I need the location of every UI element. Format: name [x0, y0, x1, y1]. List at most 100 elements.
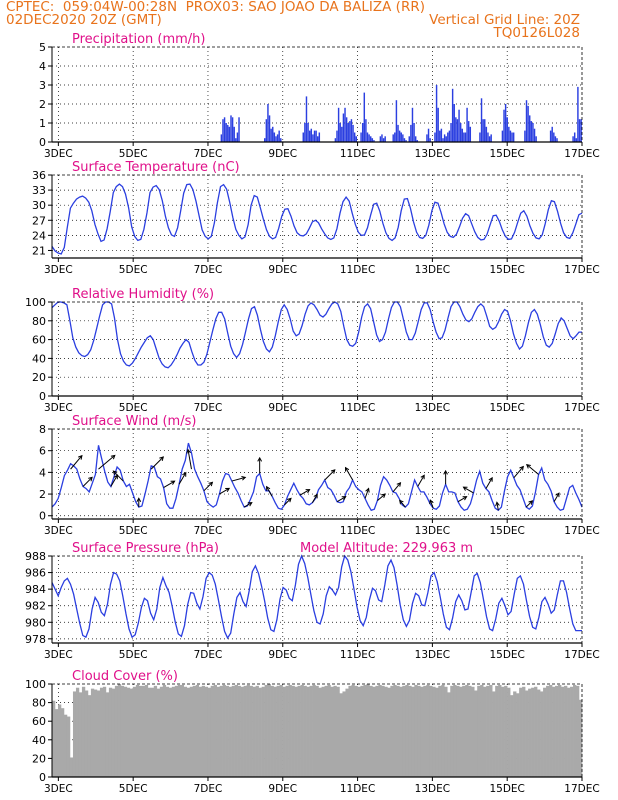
- precip-bar: [278, 130, 280, 142]
- cloud-bar: [147, 687, 152, 777]
- cloud-bar: [414, 684, 418, 777]
- cloud-bar: [111, 688, 116, 777]
- cloud-bar: [480, 684, 484, 777]
- x-tick-label: 3DEC: [44, 783, 73, 795]
- precip-bar: [578, 119, 581, 142]
- cloud-bar: [69, 757, 74, 777]
- panel-title: Precipitation (mm/h): [72, 32, 205, 47]
- cloud-bar: [189, 686, 194, 777]
- precip-bar: [469, 126, 472, 142]
- cloud-bar: [579, 699, 583, 777]
- cloud-bar: [498, 684, 502, 777]
- panel-2: 0 20 40 60 80 100 3DEC 5DEC 7DEC 9DEC 11DEC 13DEC 15…: [25, 287, 600, 414]
- cloud-bar: [303, 685, 307, 777]
- y-tick-label: 978: [25, 633, 46, 646]
- wind-arrow: [231, 476, 246, 482]
- precip-bar: [487, 132, 489, 142]
- cloud-bar: [477, 685, 481, 777]
- x-tick-label: 5DEC: [119, 649, 148, 661]
- cloud-bar: [132, 686, 137, 777]
- precip-bar: [395, 100, 398, 142]
- x-tick-label: 17DEC: [564, 783, 599, 795]
- precip-bar: [264, 138, 266, 142]
- wind-arrow-head: [399, 499, 404, 505]
- precip-bar: [453, 104, 455, 142]
- y-tick-label: 33: [32, 184, 46, 197]
- wind-arrow-head: [313, 493, 318, 499]
- x-tick-label: 17DEC: [564, 264, 599, 276]
- cloud-bar: [258, 687, 262, 777]
- precip-bar: [222, 119, 224, 142]
- cloud-bar: [129, 688, 134, 777]
- wind-arrow: [485, 477, 493, 489]
- cloud-bar: [246, 684, 250, 777]
- precip-bar: [398, 130, 401, 142]
- cloud-bar: [510, 695, 514, 777]
- x-tick-label: 5DEC: [119, 402, 148, 414]
- y-tick-label: 1: [39, 117, 46, 130]
- cloud-bar: [222, 684, 226, 777]
- precip-bar: [355, 136, 357, 142]
- cloud-bar: [537, 689, 541, 777]
- precip-bar: [525, 100, 528, 142]
- wind-arrow-head: [110, 454, 116, 460]
- cloud-bar: [120, 685, 125, 777]
- cloud-bar: [276, 685, 280, 777]
- cloud-bar: [186, 687, 191, 777]
- precip-bar: [461, 128, 463, 142]
- x-tick-label: 5DEC: [119, 148, 148, 160]
- cloud-bar: [387, 687, 391, 777]
- precip-bar: [397, 124, 399, 142]
- cloud-bar: [516, 693, 520, 777]
- cloud-bar: [72, 691, 77, 777]
- cloud-bar: [177, 684, 182, 777]
- precip-bar: [305, 96, 308, 142]
- precip-bar: [466, 107, 468, 142]
- precip-bar: [384, 136, 386, 142]
- precip-bar: [307, 123, 309, 142]
- precip-bar: [337, 107, 340, 142]
- precip-bar: [238, 117, 240, 142]
- precip-bar: [382, 138, 385, 142]
- precip-bar: [339, 123, 341, 142]
- wind-arrow: [525, 500, 533, 508]
- wind-arrow-head: [555, 492, 560, 498]
- y-tick-label: 20: [32, 752, 46, 765]
- cloud-bar: [471, 686, 475, 777]
- y-tick-label: 986: [25, 567, 46, 580]
- cloud-bar: [369, 685, 373, 777]
- wind-arrow: [266, 486, 273, 497]
- cloud-bar: [522, 686, 526, 777]
- cloud-bar: [402, 685, 406, 777]
- precip-bar: [336, 130, 338, 142]
- precip-bar: [503, 109, 505, 142]
- precip-bar: [360, 132, 362, 142]
- precip-bar: [464, 132, 467, 142]
- precip-bar: [509, 130, 512, 142]
- precip-bar: [392, 134, 394, 142]
- precip-bar: [416, 140, 419, 142]
- precip-bar: [379, 136, 382, 142]
- cloud-bar: [411, 686, 415, 777]
- cloud-bar: [399, 686, 403, 777]
- cloud-bar: [555, 685, 559, 777]
- x-tick-label: 3DEC: [44, 649, 73, 661]
- y-tick-label: 5: [39, 41, 46, 54]
- wind-arrow: [377, 493, 386, 501]
- y-tick-label: 80: [32, 315, 46, 328]
- cloud-bar: [351, 684, 355, 777]
- x-tick-label: 15DEC: [489, 525, 524, 537]
- x-tick-label: 17DEC: [564, 525, 599, 537]
- x-tick-label: 9DEC: [268, 649, 297, 661]
- y-tick-label: 2: [39, 98, 46, 111]
- precip-bar: [275, 136, 277, 142]
- y-tick-label: 40: [32, 352, 46, 365]
- cloud-bar: [264, 684, 268, 777]
- cloud-bar: [216, 686, 220, 777]
- precip-bar: [448, 130, 451, 142]
- precip-bar: [504, 104, 507, 142]
- y-tick-label: 2: [39, 488, 46, 501]
- cloud-bar: [375, 685, 379, 777]
- x-tick-label: 15DEC: [489, 264, 524, 276]
- precip-bar: [304, 123, 306, 142]
